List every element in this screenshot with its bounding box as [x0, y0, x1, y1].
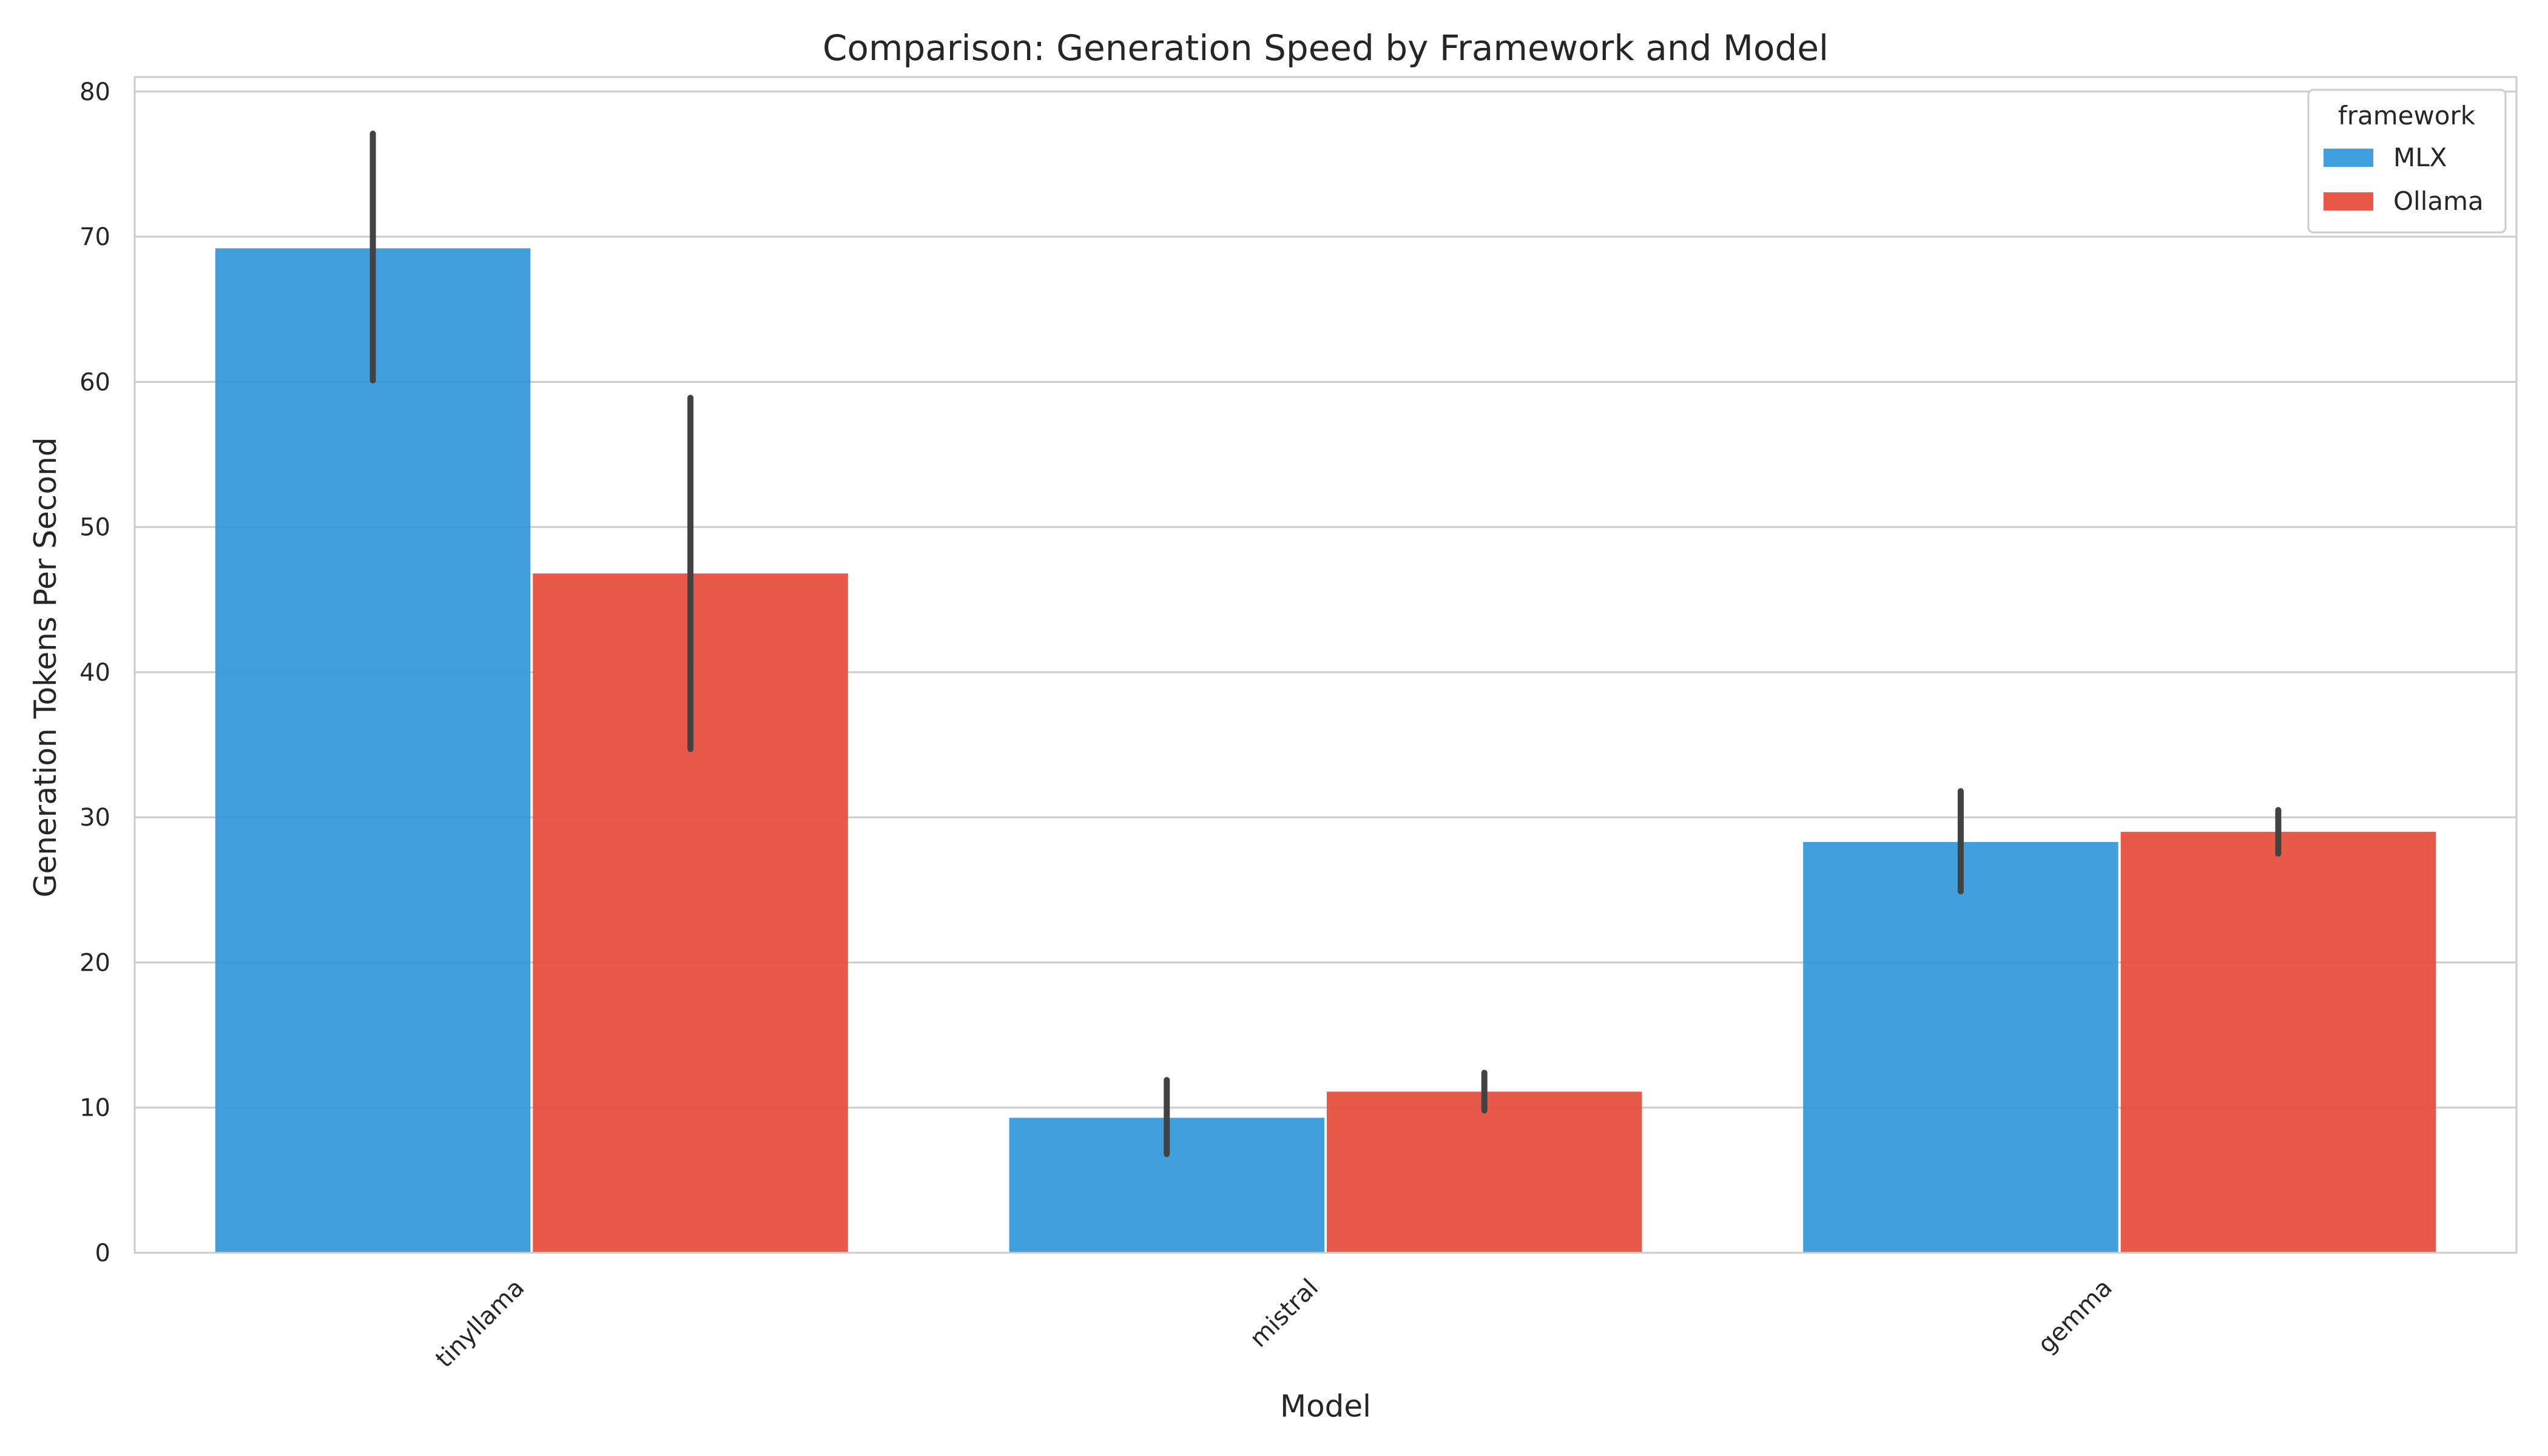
legend-label-ollama: Ollama	[2393, 186, 2484, 216]
legend-title: framework	[2338, 101, 2476, 130]
bar-mlx-gemma	[1803, 841, 2118, 1253]
legend-items: MLX Ollama	[2324, 143, 2484, 216]
x-tick-label: gemma	[2032, 1274, 2117, 1359]
y-tick-label: 30	[79, 804, 110, 832]
legend: framework MLX Ollama	[2307, 89, 2507, 234]
x-tick-label: tinyllama	[430, 1274, 530, 1373]
y-tick-label: 50	[79, 514, 110, 542]
grid	[135, 90, 2516, 1254]
y-axis-title: Generation Tokens Per Second	[28, 437, 63, 898]
plot-frame	[133, 76, 2518, 1254]
x-tick-label: mistral	[1244, 1274, 1324, 1353]
bar-ollama-mistral	[1327, 1091, 1642, 1253]
chart-title: Comparison: Generation Speed by Framewor…	[823, 27, 1828, 69]
y-tick-label: 60	[79, 368, 110, 396]
y-axis-ticks: 0 10 20 30 40 50 60 70 80	[79, 78, 110, 1267]
bars	[215, 248, 2436, 1253]
bar-mlx-tinyllama	[215, 248, 531, 1253]
legend-label-mlx: MLX	[2393, 143, 2447, 172]
y-tick-label: 10	[79, 1094, 110, 1122]
x-axis-ticks: tinyllama mistral gemma	[430, 1274, 2117, 1373]
error-bars	[369, 130, 2282, 1158]
y-tick-label: 0	[95, 1239, 110, 1267]
x-axis-title: Model	[1280, 1389, 1371, 1424]
legend-swatch-ollama	[2324, 192, 2373, 211]
legend-swatch-mlx	[2324, 149, 2373, 167]
y-tick-label: 70	[79, 223, 110, 251]
y-tick-label: 80	[79, 78, 110, 106]
bar-ollama-gemma	[2120, 832, 2436, 1253]
y-tick-label: 20	[79, 949, 110, 977]
y-tick-label: 40	[79, 659, 110, 687]
